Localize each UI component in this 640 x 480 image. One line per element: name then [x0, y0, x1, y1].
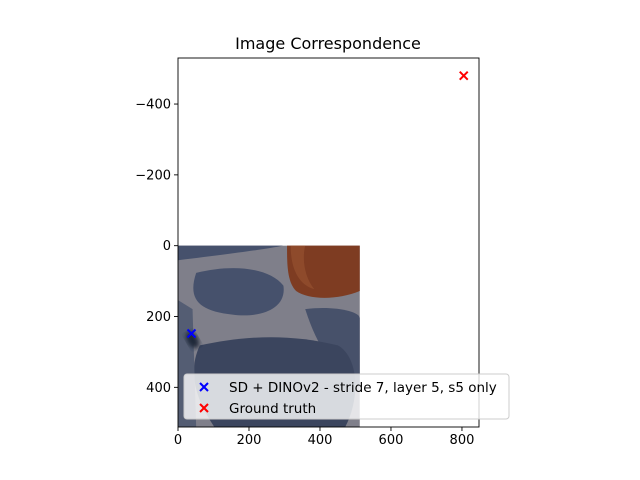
photo-orange-object [287, 245, 360, 298]
legend-marker-b [199, 382, 209, 392]
legend-label: Ground truth [229, 401, 316, 417]
axes-frame [177, 57, 480, 428]
x-tick-label: 0 [174, 433, 182, 448]
marker-stroke-b [186, 328, 197, 339]
legend: SD + DINOv2 - stride 7, layer 5, s5 only… [183, 373, 510, 420]
scatter-point-series0-0 [186, 328, 197, 339]
scatter-markers [186, 70, 469, 339]
marker-stroke-b [459, 70, 469, 81]
background-photo [178, 245, 360, 427]
y-tick-label: 400 [146, 381, 171, 396]
photo-shade-upper-left [193, 268, 284, 316]
y-tick-label: 200 [146, 310, 171, 325]
x-tick-label: 200 [237, 433, 262, 448]
y-axis-ticks: −400 −200 0 200 400 [135, 98, 178, 396]
legend-box [183, 373, 510, 420]
photo-orange-highlight [290, 245, 315, 290]
chart-title: Image Correspondence [235, 34, 421, 53]
y-tick-label: −200 [135, 168, 171, 183]
legend-label: SD + DINOv2 - stride 7, layer 5, s5 only [229, 380, 497, 396]
legend-marker-b [199, 403, 209, 413]
y-tick-label: −400 [135, 98, 171, 113]
x-axis-ticks: 0 200 400 600 800 [174, 427, 475, 448]
axes-border [177, 57, 480, 428]
photo-shade-top [178, 245, 284, 261]
x-tick-label: 600 [379, 433, 404, 448]
x-tick-label: 800 [450, 433, 475, 448]
scatter-point-series1-0 [459, 70, 469, 81]
x-tick-label: 400 [308, 433, 333, 448]
legend-entry: Ground truth [199, 401, 316, 417]
legend-entry: SD + DINOv2 - stride 7, layer 5, s5 only [199, 380, 497, 396]
y-tick-label: 0 [163, 239, 171, 254]
